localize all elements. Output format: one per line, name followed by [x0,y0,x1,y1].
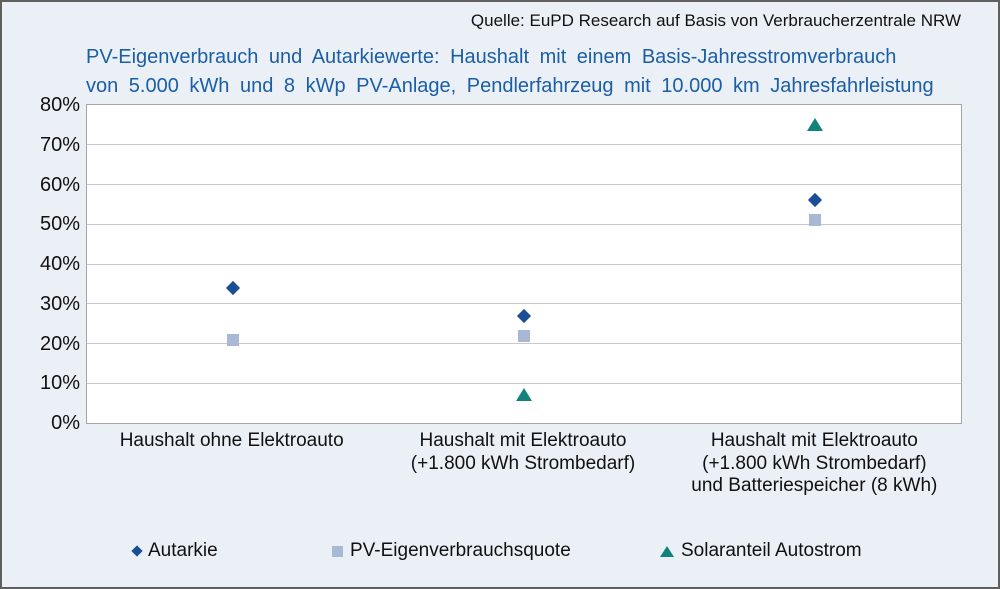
y-tick-label: 40% [39,253,80,275]
category-label-line: (+1.800 kWh Strombedarf) [410,452,636,474]
legend-item: Autarkie [131,539,218,563]
category-label-line: Haushalt mit Elektroauto [710,430,918,451]
y-tick-label: 80% [39,94,80,116]
category-label: Haushalt mit Elektroauto (+1.800 kWh Stro… [654,430,974,498]
y-axis: 0% 10% 20% 30% 40% 50% 60% 70% 80% [2,94,80,434]
data-point-diamond [516,308,532,323]
data-point-triangle [807,117,824,131]
data-point-diamond [225,280,240,295]
data-point-triangle [516,388,532,402]
data-point-diamond [808,193,823,208]
gridline [87,382,961,384]
category-label: Haushalt ohne Elektroauto [72,430,392,453]
legend-item: Solaranteil Autostrom [660,539,862,563]
gridline [87,343,961,344]
category-label-line: und Batteriespeicher (8 kWh) [691,475,938,496]
chart-title-line2: von 5.000 kWh und 8 kWp PV-Anlage, Pendl… [86,75,934,97]
x-axis-category-labels: Haushalt ohne Elektroauto Haushalt mit El… [86,430,960,506]
gridline [87,303,961,305]
plot-area [86,104,962,424]
legend-label: Autarkie [148,540,218,561]
y-tick-label: 50% [39,213,80,236]
y-tick-label: 30% [39,292,80,315]
legend-label: Solaranteil Autostrom [681,540,862,561]
source-note: Quelle: EuPD Research auf Basis von Verb… [470,11,961,30]
category-label-line: (+1.800 kWh Strombedarf) [702,452,927,474]
category-label: Haushalt mit Elektroauto (+1.800 kWh Stro… [363,430,683,475]
gridline [87,184,961,185]
gridline [87,263,961,265]
triangle-legend-icon [660,545,674,557]
y-tick-label: 20% [39,332,80,355]
category-label-line: Haushalt mit Elektroauto [419,430,627,451]
legend-item: PV-Eigenverbrauchsquote [332,539,571,563]
data-point-square [226,333,239,346]
data-point-square [518,329,530,342]
y-tick-label: 0% [51,412,80,434]
y-tick-label: 60% [39,173,80,196]
legend: Autarkie PV-Eigenverbrauchsquote Solarante… [2,539,998,563]
gridline [87,144,961,146]
data-point-square [809,214,822,227]
category-label-line: Haushalt ohne Elektroauto [119,430,344,451]
diamond-legend-icon [131,545,143,557]
legend-label: PV-Eigenverbrauchsquote [350,540,571,561]
chart-title-line1: PV-Eigenverbrauch und Autarkiewerte: Hau… [86,46,897,68]
chart-title: PV-Eigenverbrauch und Autarkiewerte: Hau… [86,43,972,101]
y-tick-label: 10% [39,372,80,395]
y-tick-label: 70% [39,133,80,156]
gridline [87,223,961,225]
square-legend-icon [332,545,343,557]
